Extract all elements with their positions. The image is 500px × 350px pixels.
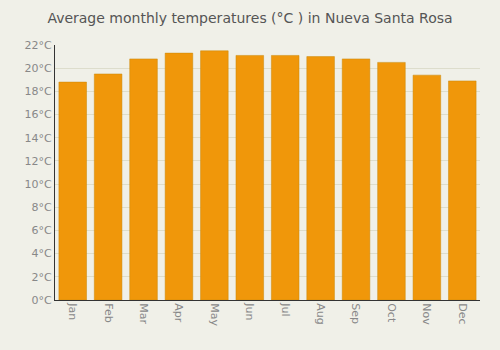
svg-text:Dec: Dec: [456, 303, 469, 324]
svg-text:Aug: Aug: [314, 303, 327, 324]
svg-text:6°C: 6°C: [32, 224, 52, 237]
svg-text:Oct: Oct: [385, 303, 398, 323]
svg-text:2°C: 2°C: [32, 271, 52, 284]
svg-text:16°C: 16°C: [25, 108, 52, 121]
svg-text:18°C: 18°C: [25, 85, 52, 98]
svg-text:0°C: 0°C: [32, 294, 52, 307]
svg-text:Mar: Mar: [137, 303, 150, 324]
svg-text:Sep: Sep: [349, 303, 362, 324]
svg-text:Jan: Jan: [66, 302, 79, 320]
svg-text:4°C: 4°C: [32, 247, 52, 260]
svg-text:14°C: 14°C: [25, 132, 52, 145]
svg-text:22°C: 22°C: [25, 39, 52, 52]
svg-text:Jun: Jun: [243, 302, 256, 320]
svg-text:8°C: 8°C: [32, 201, 52, 214]
svg-text:Jul: Jul: [279, 302, 292, 316]
svg-text:Apr: Apr: [172, 303, 185, 323]
svg-text:12°C: 12°C: [25, 155, 52, 168]
svg-text:Average monthly temperatures (: Average monthly temperatures (°C ) in Nu…: [47, 10, 452, 26]
svg-text:Feb: Feb: [102, 303, 115, 322]
svg-text:20°C: 20°C: [25, 62, 52, 75]
svg-text:10°C: 10°C: [25, 178, 52, 191]
svg-text:May: May: [208, 303, 221, 326]
svg-text:Nov: Nov: [420, 303, 433, 325]
